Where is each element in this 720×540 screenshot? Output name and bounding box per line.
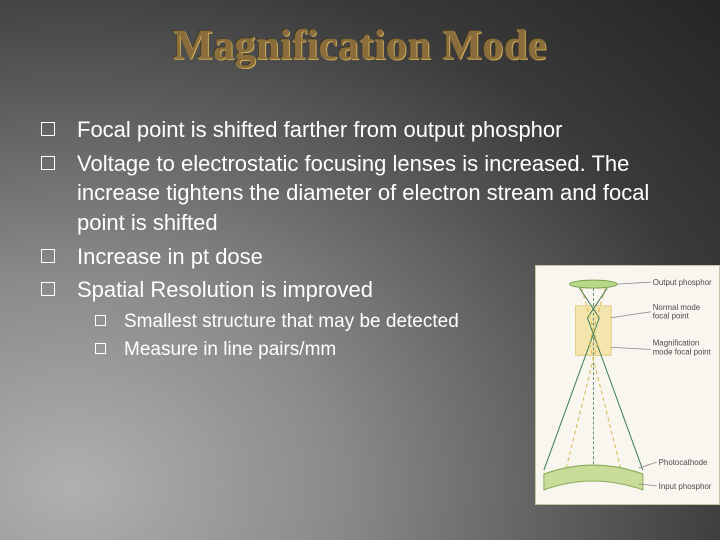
bullet-icon [41,282,55,296]
svg-text:Normal modefocal point: Normal modefocal point [653,303,701,321]
bullet-text: Measure in line pairs/mm [124,337,336,363]
list-item: Focal point is shifted farther from outp… [35,115,690,145]
bullet-icon [41,156,55,170]
bullet-text: Voltage to electrostatic focusing lenses… [77,149,690,238]
bullet-icon [41,122,55,136]
bullet-icon [95,343,106,354]
bullet-icon [95,315,106,326]
svg-text:Magnificationmode focal point: Magnificationmode focal point [653,338,712,356]
bullet-text: Smallest structure that may be detected [124,309,459,335]
bullet-icon [41,249,55,263]
svg-text:Photocathode: Photocathode [659,458,708,467]
bullet-text: Focal point is shifted farther from outp… [77,115,690,145]
image-intensifier-diagram: Output phosphor Normal modefocal point Mag… [535,265,720,505]
list-item: Voltage to electrostatic focusing lenses… [35,149,690,238]
page-title: Magnification Mode [0,0,720,70]
svg-text:Output phosphor: Output phosphor [653,278,712,287]
svg-text:Input phosphor: Input phosphor [659,482,712,491]
